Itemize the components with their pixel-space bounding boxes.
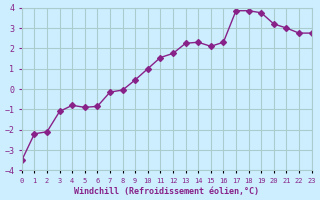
X-axis label: Windchill (Refroidissement éolien,°C): Windchill (Refroidissement éolien,°C)	[74, 187, 259, 196]
